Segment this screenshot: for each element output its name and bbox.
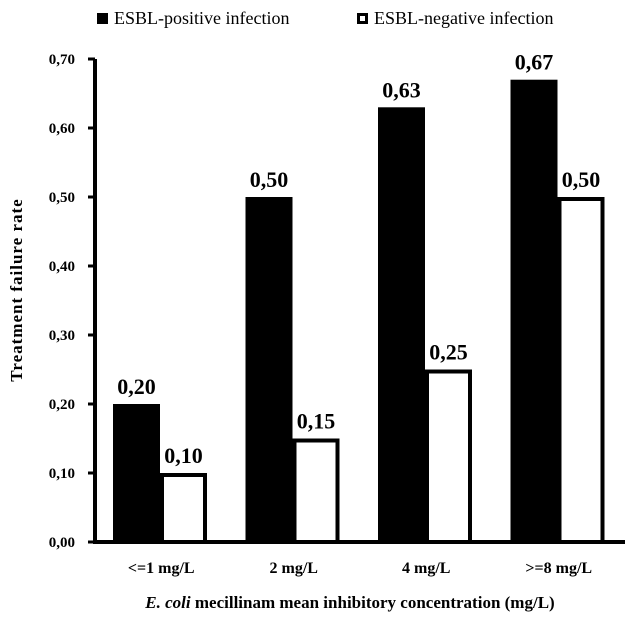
data-label: 0,15 <box>297 409 336 434</box>
y-tick-label: 0,50 <box>49 190 75 206</box>
legend: ESBL-positive infection ESBL-negative in… <box>0 8 630 32</box>
y-tick-label: 0,60 <box>49 121 75 137</box>
y-tick-label: 0,70 <box>49 52 75 68</box>
bar-esbl-negative <box>160 473 207 544</box>
bar-esbl-positive <box>245 197 293 542</box>
legend-swatch-esbl-negative <box>357 13 368 24</box>
y-tick-label: 0,30 <box>49 328 75 344</box>
data-label: 0,10 <box>164 443 203 468</box>
x-category-label: 2 mg/L <box>270 560 318 577</box>
legend-item-esbl-positive: ESBL-positive infection <box>97 8 289 29</box>
x-categories-group: <=1 mg/L 2 mg/L 4 mg/L >=8 mg/L <box>128 560 592 577</box>
legend-swatch-esbl-positive <box>97 13 108 24</box>
data-label: 0,63 <box>382 77 421 102</box>
y-ticks-group: 0,00 0,10 0,20 0,30 0,40 0,50 0,60 0,70 <box>49 52 95 551</box>
bars-group: 0,20 0,10 0,50 0,15 0,63 0,25 0,67 0,50 <box>113 50 605 544</box>
legend-label-esbl-positive: ESBL-positive infection <box>114 8 290 28</box>
x-category-label: >=8 mg/L <box>525 560 592 577</box>
data-label: 0,20 <box>117 374 156 399</box>
bar-esbl-positive <box>510 79 558 542</box>
y-tick-label: 0,40 <box>49 259 75 275</box>
x-category-label: <=1 mg/L <box>128 560 195 577</box>
data-label: 0,67 <box>515 50 554 75</box>
bar-esbl-negative <box>292 438 340 544</box>
y-tick-label: 0,10 <box>49 466 75 482</box>
data-label: 0,50 <box>250 167 289 192</box>
data-label: 0,25 <box>429 340 468 365</box>
bar-esbl-positive <box>378 107 425 543</box>
data-label: 0,50 <box>562 167 601 192</box>
legend-label-esbl-negative: ESBL-negative infection <box>374 8 554 28</box>
x-axis-title-italic: E. coli <box>144 593 191 612</box>
bar-esbl-positive <box>113 404 160 542</box>
x-axis-title: E. coli mecillinam mean inhibitory conce… <box>144 593 554 612</box>
x-axis-title-rest: mecillinam mean inhibitory concentration… <box>191 593 555 612</box>
y-tick-label: 0,00 <box>49 535 75 551</box>
y-axis-title: Treatment failure rate <box>7 198 26 381</box>
legend-item-esbl-negative: ESBL-negative infection <box>357 8 553 29</box>
x-category-label: 4 mg/L <box>402 560 450 577</box>
y-tick-label: 0,20 <box>49 397 75 413</box>
bar-esbl-negative <box>425 369 472 544</box>
bar-esbl-negative <box>557 197 605 544</box>
